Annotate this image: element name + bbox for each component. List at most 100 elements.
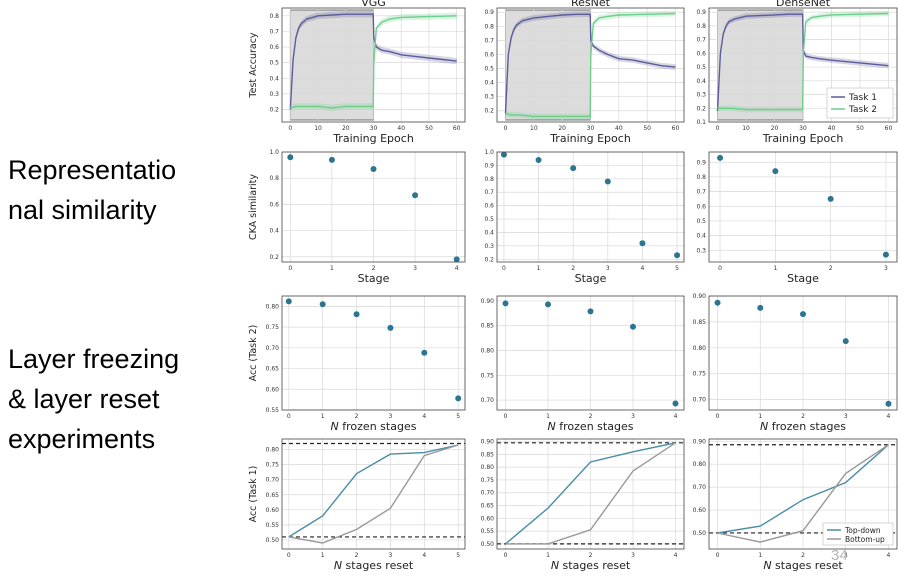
x-axis-label: N stages reset [763,559,843,572]
plot-area [282,296,465,410]
x-tick-label: 3 [413,265,417,272]
y-tick-label: 0.80 [693,345,707,352]
x-axis-label: N stages reset [551,559,631,572]
plot-frame [281,151,466,263]
x-axis-label-rest: stages reset [559,559,631,572]
data-point [639,240,646,247]
y-tick-label: 0.75 [266,324,280,331]
legend-entry: Task 2 [848,105,877,115]
x-tick-label: 4 [422,552,426,559]
chart-acc-resnet: 0 10 20 30 40 50 60 0.2 0.3 0.4 0.5 0.6 0.7 0.8 0.9 Res… [484,0,685,145]
chart-cka-densenet: 0 1 2 3 0.3 0.4 0.5 0.6 0.7 0.8 0.9 Stage [696,151,898,285]
series-line-top-down [717,444,889,534]
y-tick-label: 0.9 [484,162,494,169]
x-tick-label: 0 [502,265,506,272]
series-line-bottom-up [505,442,676,545]
plot-frame [496,295,685,411]
data-point [287,154,294,161]
legend-entry: Top-down [844,526,881,535]
y-tick-label: 0.85 [481,451,495,458]
x-tick-label: 5 [456,552,460,559]
x-tick-label: 0 [716,125,720,132]
x-tick-label: 1 [330,265,334,272]
y-tick-label: 0.2 [484,108,494,115]
y-tick-label: 0.6 [696,50,706,57]
y-tick-label: 0.8 [696,174,706,181]
series-line-task-2 [717,12,889,111]
x-tick-label: 0 [288,125,292,132]
chart-cka-resnet: 0 1 2 3 4 5 0.2 0.3 0.4 0.5 0.6 0.7 0.8 0.9 1.0 Stage [484,149,685,285]
data-point [604,178,611,185]
task1-phase-region [717,9,804,121]
x-axis-label: N frozen stages [760,420,846,433]
x-axis-label-var: N [763,559,771,572]
data-point [772,168,779,175]
y-tick-label: 0.6 [269,201,279,208]
series-line-top-down [288,444,459,538]
x-axis-label-rest: frozen stages [556,420,634,433]
x-tick-label: 0 [504,552,508,559]
y-tick-label: 0.2 [269,107,279,114]
plot-frame [708,295,898,411]
y-tick-label: 0.85 [481,323,495,330]
y-tick-label: 0.50 [266,537,280,544]
side-label-line: & layer reset [8,384,160,414]
data-point [630,323,636,330]
data-point [285,298,292,305]
data-point [842,338,849,345]
data-point [717,154,724,161]
y-tick-label: 0.2 [269,254,279,261]
y-tick-label: 0.1 [696,119,706,126]
x-tick-label: 3 [884,265,888,272]
y-tick-label: 0.7 [696,189,706,196]
y-tick-label: 0.3 [696,247,706,254]
x-tick-label: 60 [453,125,461,132]
chart-title: ResNet [571,0,611,9]
y-tick-label: 0.70 [481,397,495,404]
y-tick-label: 0.75 [266,462,280,469]
data-point [328,156,335,163]
x-tick-label: 40 [615,125,623,132]
y-tick-label: 0.6 [269,44,279,51]
y-tick-label: 0.65 [481,503,495,510]
x-axis-label: N frozen stages [331,420,417,433]
y-tick-label: 0.7 [484,189,494,196]
y-tick-label: 0.4 [696,78,706,85]
x-tick-label: 5 [675,265,679,272]
x-tick-label: 4 [455,265,459,272]
x-axis-label: N frozen stages [548,420,634,433]
x-tick-label: 5 [456,413,460,420]
y-axis-label: CKA similarity [248,174,259,240]
data-point [587,308,594,315]
page-number: 34 [831,547,848,564]
plot-frame [708,7,898,123]
y-tick-label: 0.8 [696,23,706,30]
side-label-line: Layer freezing [8,344,180,374]
x-tick-label: 2 [355,552,359,559]
y-tick-label: 0.8 [269,13,279,20]
chart-reset-resnet: 0 1 2 3 4 0.50 0.55 0.60 0.65 0.70 0.75 0.80 0.85 0.9… [481,439,685,572]
x-tick-label: 4 [887,413,891,420]
x-axis-label-rest: stages reset [342,559,414,572]
series-band-task-1 [290,11,457,113]
y-tick-label: 1.0 [269,149,279,156]
x-tick-label: 2 [571,265,575,272]
legend: Task 1 Task 2 [826,87,894,119]
data-point [885,400,892,407]
y-tick-label: 0.65 [266,492,280,499]
x-tick-label: 3 [631,413,635,420]
x-tick-label: 4 [641,265,645,272]
series-line-bottom-up [288,444,459,544]
y-tick-label: 0.70 [693,397,707,404]
series-line-task-1 [716,13,889,112]
x-tick-label: 2 [372,265,376,272]
y-tick-label: 0.3 [484,243,494,250]
x-axis-label-var: N [548,420,556,433]
x-tick-label: 0 [716,413,720,420]
data-point [502,300,509,307]
x-tick-label: 0 [504,413,508,420]
series-line-bottom-up [717,444,889,543]
plot-area [282,439,465,549]
task1-phase-region [505,9,591,121]
x-tick-label: 1 [546,552,550,559]
